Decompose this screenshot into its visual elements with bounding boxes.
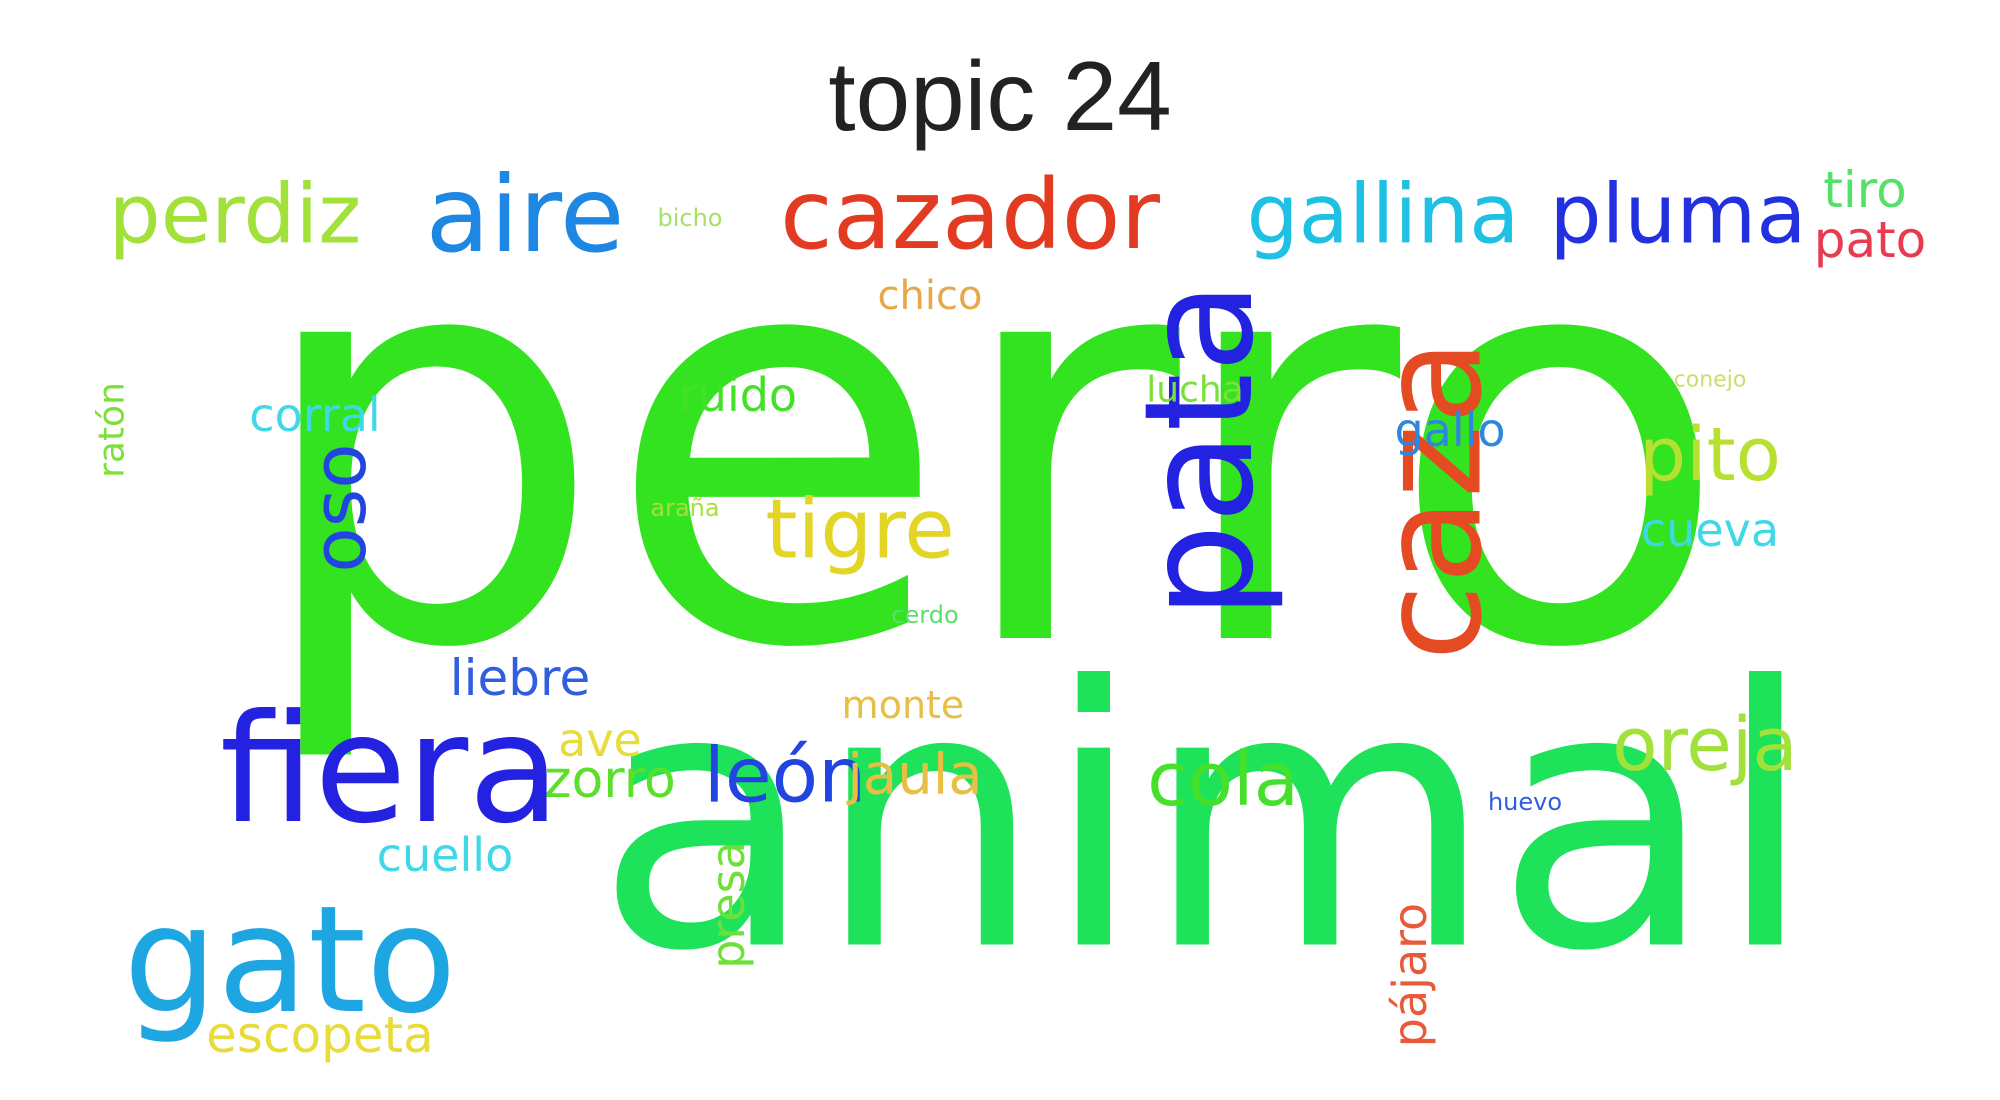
word-fiera: fiera: [220, 683, 560, 857]
word-pájaro: pájaro: [1383, 903, 1437, 1047]
word-caza: caza: [1351, 339, 1514, 661]
word-cuello: cuello: [377, 828, 513, 882]
word-pato: pato: [1814, 211, 1927, 269]
word-zorro: zorro: [544, 750, 676, 810]
word-pata: pata: [1113, 281, 1287, 619]
word-jaula: jaula: [845, 743, 982, 808]
word-liebre: liebre: [450, 649, 591, 707]
word-chico: chico: [878, 273, 983, 319]
word-tigre: tigre: [765, 483, 954, 578]
word-escopeta: escopeta: [206, 1006, 434, 1064]
word-pito: pito: [1639, 412, 1781, 498]
word-cazador: cazador: [780, 159, 1161, 271]
word-conejo: conejo: [1674, 368, 1747, 393]
word-león: león: [704, 731, 867, 820]
word-cueva: cueva: [1641, 503, 1779, 557]
word-ruido: ruido: [679, 368, 797, 422]
word-tiro: tiro: [1823, 161, 1907, 219]
word-oreja: oreja: [1612, 702, 1798, 788]
word-monte: monte: [842, 683, 965, 727]
word-huevo: huevo: [1488, 788, 1562, 816]
word-ave: ave: [558, 713, 642, 767]
word-aire: aire: [426, 154, 625, 276]
word-oso: oso: [297, 443, 383, 572]
word-gallo: gallo: [1394, 403, 1505, 457]
word-araña: araña: [650, 494, 719, 522]
word-corral: corral: [249, 388, 380, 442]
word-perdiz: perdiz: [109, 168, 362, 263]
word-perro: perro: [250, 119, 1731, 771]
word-presa: presa: [701, 841, 755, 969]
word-animal: animal: [595, 611, 1815, 1030]
word-pluma: pluma: [1550, 168, 1807, 263]
word-gallina: gallina: [1247, 168, 1520, 263]
word-gato: gato: [123, 874, 456, 1046]
page-title: topic 24: [828, 41, 1172, 151]
word-cola: cola: [1147, 737, 1299, 823]
word-lucha: lucha: [1146, 370, 1244, 411]
word-cerdo: cerdo: [891, 601, 958, 629]
word-ratón: ratón: [92, 382, 133, 478]
word-bicho: bicho: [658, 204, 723, 232]
